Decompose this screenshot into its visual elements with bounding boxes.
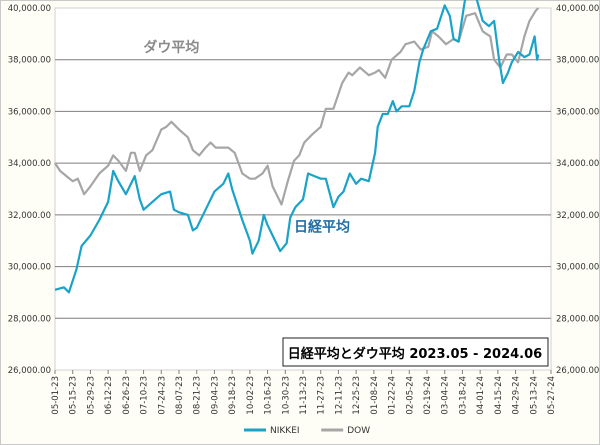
x-tick-label: 08-07-23 [175,376,185,415]
y-tick-label-left: 26,000.00 [8,366,51,376]
y-tick-label-right: 38,000.00 [556,56,599,66]
x-tick-label: 07-24-23 [157,376,167,415]
x-tick-label: 05-27-24 [547,376,557,415]
x-tick-label: 10-30-23 [281,376,291,415]
x-tick-label: 01-08-24 [370,376,380,415]
y-tick-label-left: 38,000.00 [8,56,51,66]
y-tick-label-left: 28,000.00 [8,314,51,324]
x-tick-label: 11-13-23 [299,376,309,415]
y-tick-label-right: 34,000.00 [556,159,599,169]
series-line-dow [54,7,540,206]
annotation-label: ダウ平均 [143,39,199,56]
x-tick-label: 04-01-24 [476,376,486,415]
x-tick-label: 04-15-24 [494,376,504,415]
x-tick-label: 01-22-24 [388,376,398,415]
y-tick-label-right: 28,000.00 [556,314,599,324]
x-tick-label: 12-11-23 [334,376,344,415]
x-tick-label: 06-26-23 [122,376,132,415]
legend: NIKKEI DOW [244,426,370,436]
y-tick-label-left: 30,000.00 [8,263,51,273]
series-lines [54,0,540,294]
x-tick-label: 07-10-23 [140,376,150,415]
series-line-nikkei [54,0,540,294]
title-box-frame [282,337,549,367]
x-tick-label: 09-04-23 [210,376,220,415]
x-tick-label: 02-19-24 [423,376,433,415]
y-axis-right-ticks: 26,000.00 28,000.00 30,000.00 32,000.00 34,0… [556,4,599,376]
title-box: 日経平均とダウ平均 2023.05 - 2024.06 [282,337,549,367]
annotation-label: 日経平均 [294,219,350,236]
x-tick-label: 05-13-24 [529,376,539,415]
x-tick-label: 04-29-24 [512,376,522,415]
y-axis-left-ticks: 26,000.00 28,000.00 30,000.00 32,000.00 34,0… [8,4,51,376]
x-tick-label: 03-04-24 [441,376,451,415]
y-tick-label-left: 40,000.00 [8,4,51,14]
x-tick-label: 08-21-23 [193,376,203,415]
x-tick-label: 11-27-23 [317,376,327,415]
y-tick-label-right: 30,000.00 [556,263,599,273]
y-tick-label-right: 36,000.00 [556,107,599,117]
legend-label-nikkei: NIKKEI [270,426,300,436]
x-tick-label: 10-16-23 [264,376,274,415]
x-axis-ticks: 05-01-23 05-15-23 05-29-23 06-12-23 06-26-23… [51,370,557,415]
y-tick-label-right: 26,000.00 [556,366,599,376]
x-tick-label: 12-25-23 [352,376,362,415]
x-tick-label: 05-15-23 [69,376,79,415]
x-tick-label: 02-05-24 [405,376,415,415]
x-tick-label: 10-02-23 [246,376,256,415]
y-tick-label-left: 36,000.00 [8,107,51,117]
x-tick-label: 03-18-24 [458,376,468,415]
y-tick-label-left: 34,000.00 [8,159,51,169]
chart-title: 日経平均とダウ平均 2023.05 - 2024.06 [288,346,542,362]
x-tick-label: 05-29-23 [86,376,96,415]
y-tick-label-right: 40,000.00 [556,4,599,14]
x-tick-label: 06-12-23 [104,376,114,415]
y-tick-label-right: 32,000.00 [556,211,599,221]
x-tick-label: 09-18-23 [228,376,238,415]
y-tick-label-left: 32,000.00 [8,211,51,221]
legend-label-dow: DOW [347,426,370,436]
x-tick-label: 05-01-23 [51,376,61,415]
